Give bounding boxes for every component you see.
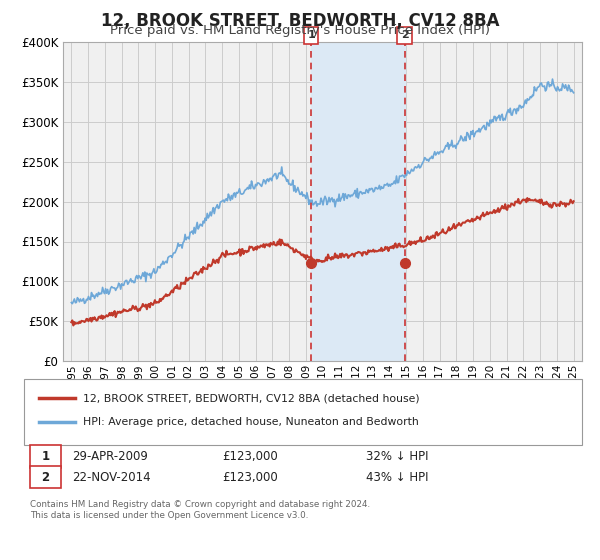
Text: 2: 2 — [41, 470, 50, 484]
Text: Contains HM Land Registry data © Crown copyright and database right 2024.: Contains HM Land Registry data © Crown c… — [30, 500, 370, 508]
Text: Price paid vs. HM Land Registry's House Price Index (HPI): Price paid vs. HM Land Registry's House … — [110, 24, 490, 37]
Text: 43% ↓ HPI: 43% ↓ HPI — [366, 470, 428, 484]
Text: 29-APR-2009: 29-APR-2009 — [72, 450, 148, 463]
Text: £123,000: £123,000 — [222, 450, 278, 463]
Text: 32% ↓ HPI: 32% ↓ HPI — [366, 450, 428, 463]
Text: 1: 1 — [307, 30, 315, 40]
Text: HPI: Average price, detached house, Nuneaton and Bedworth: HPI: Average price, detached house, Nune… — [83, 417, 419, 427]
Text: £123,000: £123,000 — [222, 470, 278, 484]
Text: 2: 2 — [401, 30, 409, 40]
Text: 22-NOV-2014: 22-NOV-2014 — [72, 470, 151, 484]
Text: 1: 1 — [41, 450, 50, 463]
Bar — [311, 42, 404, 361]
Text: 12, BROOK STREET, BEDWORTH, CV12 8BA: 12, BROOK STREET, BEDWORTH, CV12 8BA — [101, 12, 499, 30]
Text: 12, BROOK STREET, BEDWORTH, CV12 8BA (detached house): 12, BROOK STREET, BEDWORTH, CV12 8BA (de… — [83, 393, 419, 403]
Text: This data is licensed under the Open Government Licence v3.0.: This data is licensed under the Open Gov… — [30, 511, 308, 520]
